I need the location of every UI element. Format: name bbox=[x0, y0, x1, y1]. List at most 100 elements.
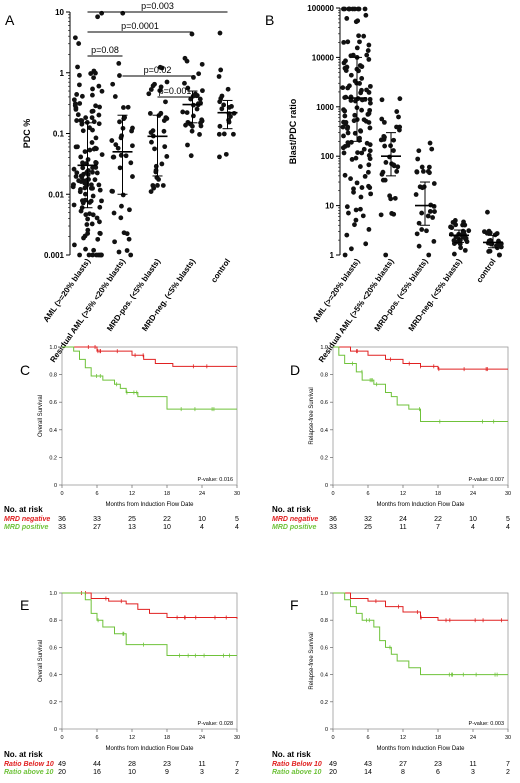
risk-table-title: No. at risk bbox=[4, 750, 43, 759]
y-tick-label: 1.0 bbox=[49, 591, 57, 597]
risk-count: 49 bbox=[329, 761, 337, 768]
data-point bbox=[73, 174, 79, 179]
x-tick-label: 30 bbox=[505, 491, 511, 497]
data-point bbox=[161, 128, 167, 134]
data-point bbox=[355, 150, 360, 155]
data-point bbox=[90, 169, 95, 175]
data-point bbox=[351, 189, 356, 195]
data-point bbox=[189, 31, 195, 37]
p-value: P-value: 0.003 bbox=[469, 721, 504, 727]
risk-count: 5 bbox=[506, 516, 510, 523]
data-point bbox=[217, 30, 223, 36]
data-point bbox=[96, 182, 102, 188]
data-point bbox=[383, 252, 389, 258]
data-point bbox=[355, 18, 361, 24]
y-tick-label: 0.2 bbox=[320, 455, 328, 461]
data-point bbox=[87, 147, 93, 153]
y-tick-label: 0.6 bbox=[320, 645, 328, 651]
data-point bbox=[74, 92, 80, 97]
data-point bbox=[368, 191, 374, 197]
data-point bbox=[109, 188, 115, 194]
data-point bbox=[356, 33, 362, 39]
risk-count: 6 bbox=[436, 769, 440, 776]
y-tick-label: 0.8 bbox=[49, 618, 57, 624]
data-point bbox=[216, 131, 222, 137]
data-point bbox=[358, 128, 364, 134]
data-point bbox=[90, 252, 95, 258]
survival-curve bbox=[62, 346, 237, 367]
data-point bbox=[119, 133, 124, 139]
data-point bbox=[365, 169, 371, 175]
significance-label: p=0.08 bbox=[91, 45, 119, 55]
risk-count: 3 bbox=[471, 769, 475, 776]
data-point bbox=[415, 156, 421, 162]
significance-label: p=0.02 bbox=[144, 65, 172, 75]
risk-count: 10 bbox=[128, 769, 136, 776]
data-point bbox=[352, 222, 357, 228]
data-point bbox=[79, 205, 85, 211]
data-point bbox=[116, 249, 122, 255]
data-point bbox=[482, 229, 487, 235]
data-point bbox=[461, 229, 467, 235]
risk-count: 10 bbox=[469, 516, 477, 523]
data-point bbox=[117, 73, 122, 78]
data-point bbox=[90, 193, 96, 199]
data-point bbox=[182, 80, 187, 86]
risk-count: 27 bbox=[93, 524, 101, 531]
x-tick-label: 12 bbox=[400, 491, 406, 497]
data-point bbox=[381, 133, 387, 139]
data-point bbox=[368, 100, 373, 106]
y-tick-label: 1 bbox=[330, 251, 335, 260]
data-point bbox=[85, 157, 91, 162]
data-point bbox=[96, 112, 102, 118]
risk-count: 33 bbox=[329, 524, 337, 531]
y-tick-label: 0.8 bbox=[49, 373, 57, 379]
data-point bbox=[88, 198, 94, 204]
risk-count: 23 bbox=[163, 761, 171, 768]
y-tick-label: 0.2 bbox=[49, 700, 57, 706]
data-point bbox=[342, 113, 348, 119]
risk-table-title: No. at risk bbox=[4, 505, 43, 514]
data-point bbox=[381, 119, 387, 125]
risk-count: 11 bbox=[399, 524, 406, 531]
data-point bbox=[112, 94, 118, 99]
plot-frame bbox=[332, 592, 509, 730]
data-point bbox=[225, 86, 231, 92]
data-point bbox=[91, 68, 97, 74]
data-point bbox=[162, 144, 168, 150]
data-point bbox=[359, 185, 365, 190]
data-point bbox=[87, 211, 92, 217]
x-tick-label: 12 bbox=[129, 491, 135, 497]
x-tick-label: 6 bbox=[366, 491, 369, 497]
data-point bbox=[365, 48, 371, 53]
data-point bbox=[378, 137, 384, 143]
risk-count: 33 bbox=[58, 524, 66, 531]
data-point bbox=[93, 135, 99, 141]
plot-frame bbox=[61, 346, 238, 486]
data-point bbox=[118, 215, 124, 221]
risk-count: 36 bbox=[329, 516, 337, 523]
data-point bbox=[164, 116, 170, 121]
data-point bbox=[89, 115, 95, 121]
data-point bbox=[81, 235, 86, 241]
data-point bbox=[96, 121, 102, 127]
data-point bbox=[391, 148, 396, 153]
y-tick-label: 10000 bbox=[312, 53, 335, 62]
risk-count: 28 bbox=[128, 761, 136, 768]
risk-count: 22 bbox=[163, 516, 171, 523]
y-tick-label: 1.0 bbox=[320, 345, 328, 351]
data-point bbox=[340, 124, 346, 130]
panel-letter: C bbox=[20, 362, 30, 378]
data-point bbox=[466, 228, 472, 234]
data-point bbox=[183, 122, 188, 128]
data-point bbox=[199, 61, 205, 67]
x-tick-label: 0 bbox=[331, 735, 334, 741]
x-tick-label: 24 bbox=[199, 491, 205, 497]
x-tick-label: 18 bbox=[435, 735, 441, 741]
data-point bbox=[351, 118, 357, 124]
data-point bbox=[426, 252, 432, 258]
data-point bbox=[363, 118, 369, 124]
p-value: P-value: 0.016 bbox=[198, 477, 233, 483]
y-tick-label: 0.8 bbox=[320, 618, 328, 624]
data-point bbox=[90, 127, 95, 133]
